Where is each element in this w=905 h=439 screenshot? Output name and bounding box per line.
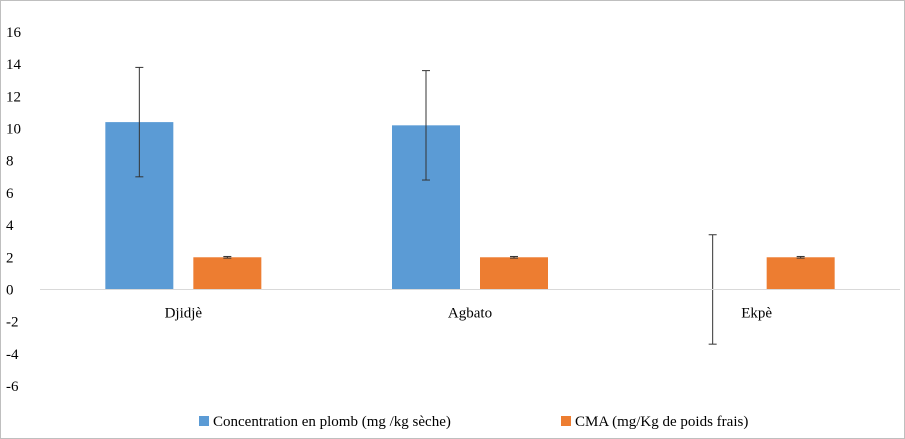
x-axis: Djidjè Agbato Ekpè bbox=[40, 288, 900, 321]
legend-swatch-cma bbox=[561, 416, 571, 426]
legend-label-cma: CMA (mg/Kg de poids frais) bbox=[575, 414, 748, 430]
x-tick-label: Agbato bbox=[448, 305, 492, 321]
legend: Concentration en plomb (mg /kg sèche) CMA… bbox=[199, 414, 748, 430]
y-tick-label: -4 bbox=[6, 347, 19, 363]
legend-label-concentration: Concentration en plomb (mg /kg sèche) bbox=[213, 414, 451, 430]
y-tick-label: -2 bbox=[6, 315, 19, 331]
x-tick-label: Ekpè bbox=[741, 305, 772, 321]
y-tick-label: 0 bbox=[6, 282, 14, 298]
bar-cma bbox=[766, 257, 835, 290]
bars bbox=[105, 66, 835, 345]
y-tick-label: 4 bbox=[6, 218, 14, 234]
legend-swatch-concentration bbox=[199, 416, 209, 426]
y-tick-label: 16 bbox=[6, 25, 22, 41]
y-tick-label: 2 bbox=[6, 250, 14, 266]
bar-cma bbox=[193, 257, 262, 290]
y-tick-label: -6 bbox=[6, 379, 19, 395]
y-axis: 16 14 12 10 8 6 4 2 0 -2 -4 -6 bbox=[6, 25, 22, 395]
y-tick-label: 12 bbox=[6, 89, 21, 105]
y-tick-label: 14 bbox=[6, 57, 22, 73]
bar-cma bbox=[480, 257, 548, 290]
y-tick-label: 8 bbox=[6, 154, 14, 170]
y-tick-label: 6 bbox=[6, 186, 14, 202]
y-tick-label: 10 bbox=[6, 122, 21, 138]
x-tick-label: Djidjè bbox=[165, 305, 203, 321]
